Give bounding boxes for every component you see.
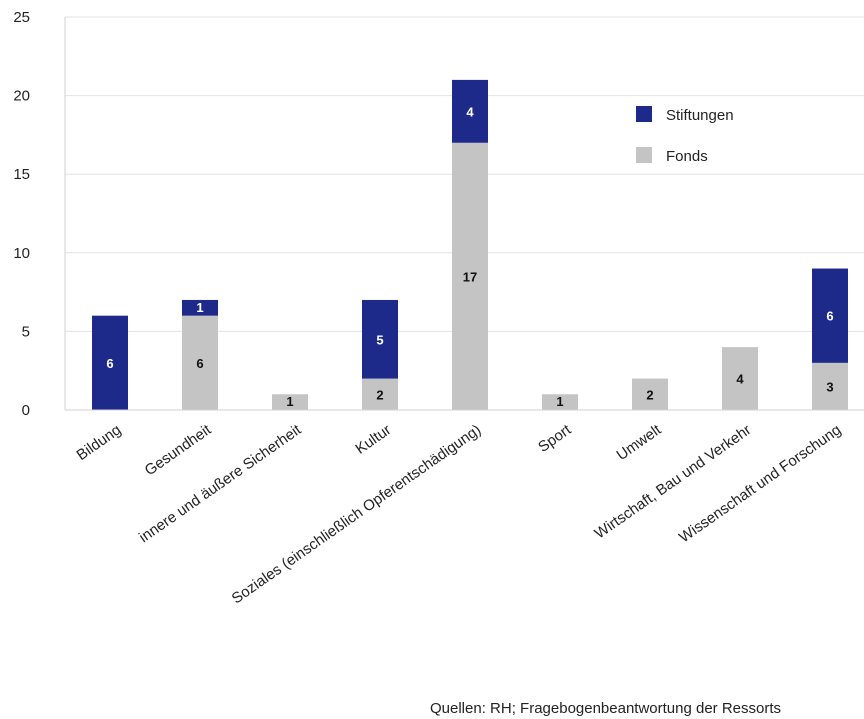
data-label: 2 [646,387,653,402]
x-category-label: Wirtschaft, Bau und Verkehr [592,421,755,542]
bar-fonds [272,394,308,410]
data-label: 5 [376,332,383,347]
legend: Stiftungen Fonds [636,106,734,165]
bar-fonds [812,362,848,410]
bar-stiftungen [452,79,488,143]
data-label: 6 [196,356,203,371]
y-tick-label: 10 [13,245,30,262]
data-label: 1 [286,394,293,409]
bar-fonds [182,315,218,410]
bar-stiftungen [812,268,848,363]
bar-stiftungen [362,299,398,379]
data-label: 6 [106,356,113,371]
data-label: 17 [463,269,477,284]
bar-stiftungen [92,315,128,410]
y-tick-label: 0 [22,402,30,419]
x-category-label: Kultur [352,421,394,457]
x-category-label: Gesundheit [142,421,215,479]
bar-fonds [632,378,668,410]
data-label: 1 [196,300,203,315]
x-category-label: Umwelt [614,421,665,464]
data-label: 6 [826,309,833,324]
bar-fonds [362,378,398,410]
y-tick-label: 25 [13,9,30,26]
y-tick-label: 5 [22,323,30,340]
data-label: 3 [826,379,833,394]
legend-swatch-fonds [636,147,652,163]
x-category-label: Bildung [74,421,125,464]
bars: 6 6 1 1 2 5 17 4 1 2 4 3 6 [92,79,848,410]
x-category-label: innere und äußere Sicherheit [136,421,305,546]
legend-label: Stiftungen [666,107,734,124]
source-note: Quellen: RH; Fragebogenbeantwortung der … [430,700,782,717]
bar-fonds [542,394,578,410]
data-label: 2 [376,387,383,402]
data-label: 4 [736,372,744,387]
bar-fonds [722,347,758,410]
bar-stiftungen [182,299,218,316]
y-tick-label: 20 [13,88,30,105]
bar-fonds [452,142,488,410]
legend-label: Fonds [666,148,708,165]
y-axis: 0 5 10 15 20 25 [13,9,66,419]
y-tick-label: 15 [13,166,30,183]
legend-swatch-stiftungen [636,106,652,122]
data-label: 1 [556,394,563,409]
data-label: 4 [466,104,474,119]
x-category-label: Sport [535,421,575,456]
x-category-label: Wissenschaft und Forschung [676,421,844,546]
